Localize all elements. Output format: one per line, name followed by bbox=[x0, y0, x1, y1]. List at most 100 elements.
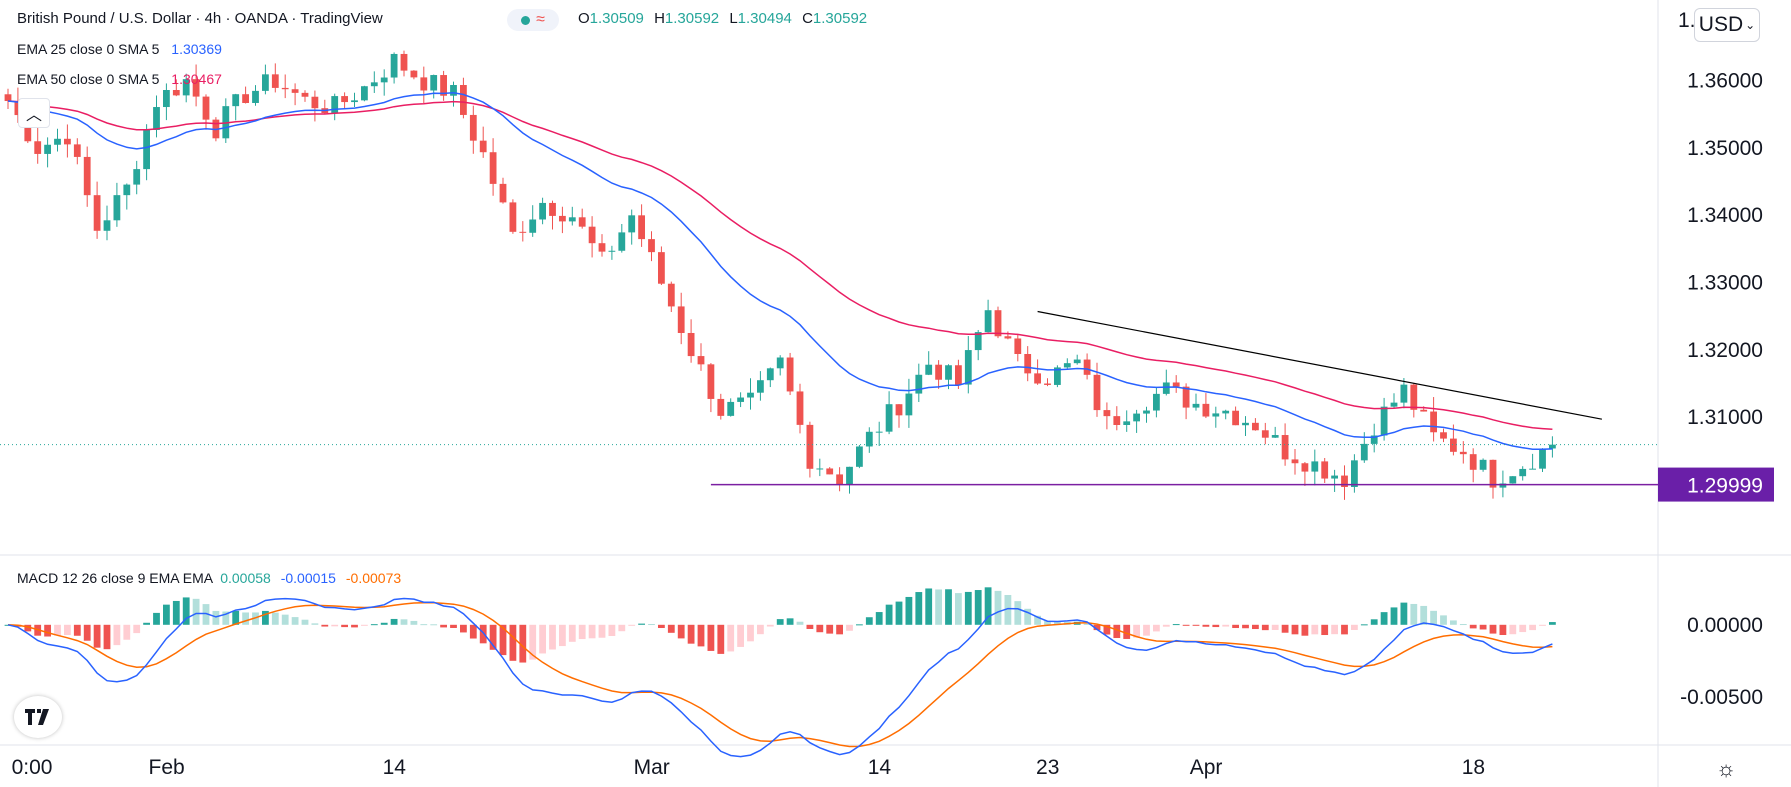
candle-body[interactable] bbox=[697, 356, 705, 365]
candle-body[interactable] bbox=[1232, 410, 1239, 426]
candle-body[interactable] bbox=[707, 364, 715, 399]
time-tick-label[interactable]: 14 bbox=[383, 756, 407, 779]
candle-body[interactable] bbox=[1063, 363, 1071, 368]
candle-body[interactable] bbox=[1252, 422, 1259, 431]
candle-body[interactable] bbox=[1143, 410, 1150, 414]
candle-body[interactable] bbox=[1529, 468, 1536, 470]
candle-body[interactable] bbox=[529, 219, 537, 233]
candle-body[interactable] bbox=[539, 202, 546, 220]
candle-body[interactable] bbox=[1054, 367, 1061, 385]
candle-body[interactable] bbox=[1539, 448, 1546, 469]
candle-body[interactable] bbox=[806, 424, 814, 469]
candle-body[interactable] bbox=[717, 398, 725, 416]
candle-body[interactable] bbox=[895, 404, 903, 416]
candle-body[interactable] bbox=[885, 404, 893, 432]
candle-body[interactable] bbox=[667, 283, 675, 307]
candle-body[interactable] bbox=[687, 332, 695, 357]
candle-body[interactable] bbox=[509, 202, 517, 232]
candle-body[interactable] bbox=[73, 144, 81, 157]
candle-body[interactable] bbox=[450, 85, 457, 96]
candle-body[interactable] bbox=[361, 86, 368, 101]
price-tick-label[interactable]: 1.34000 bbox=[1687, 204, 1763, 227]
candle-body[interactable] bbox=[519, 231, 527, 233]
candle-body[interactable] bbox=[1549, 444, 1556, 449]
candle-body[interactable] bbox=[93, 195, 101, 231]
candle-body[interactable] bbox=[1400, 384, 1408, 403]
candle-body[interactable] bbox=[984, 310, 992, 333]
candle-body[interactable] bbox=[291, 89, 299, 93]
candle-body[interactable] bbox=[955, 365, 962, 385]
indicator-toggle[interactable]: ≈ bbox=[507, 9, 559, 31]
price-tick-label[interactable]: 1.31000 bbox=[1687, 406, 1763, 429]
candle-body[interactable] bbox=[400, 53, 408, 71]
macd-legend[interactable]: MACD 12 26 close 9 EMA EMA 0.00058 -0.00… bbox=[17, 570, 401, 586]
candle-body[interactable] bbox=[1222, 410, 1230, 414]
candle-body[interactable] bbox=[776, 357, 784, 369]
candle-body[interactable] bbox=[648, 239, 655, 253]
candle-body[interactable] bbox=[588, 226, 596, 244]
candle-body[interactable] bbox=[370, 82, 378, 87]
candle-body[interactable] bbox=[568, 217, 576, 222]
candle-body[interactable] bbox=[945, 365, 952, 380]
candle-body[interactable] bbox=[559, 215, 566, 222]
candle-body[interactable] bbox=[44, 144, 51, 154]
candle-body[interactable] bbox=[232, 94, 240, 107]
candle-body[interactable] bbox=[262, 74, 269, 91]
candle-body[interactable] bbox=[1509, 476, 1517, 484]
candle-body[interactable] bbox=[460, 85, 467, 115]
candle-body[interactable] bbox=[34, 141, 42, 154]
candle-body[interactable] bbox=[4, 94, 12, 102]
candle-body[interactable] bbox=[1450, 438, 1457, 452]
candle-body[interactable] bbox=[1351, 460, 1358, 487]
candle-body[interactable] bbox=[658, 252, 665, 284]
macd-tick-label[interactable]: -0.00500 bbox=[1680, 686, 1763, 709]
time-axis[interactable]: 0:00 Feb 14 Mar 14 23 Apr 18 bbox=[12, 756, 1486, 779]
candle-body[interactable] bbox=[875, 431, 883, 433]
candle-body[interactable] bbox=[796, 391, 804, 425]
candle-body[interactable] bbox=[1153, 393, 1160, 411]
candle-body[interactable] bbox=[242, 94, 249, 103]
candle-body[interactable] bbox=[479, 140, 487, 153]
support-price-badge[interactable] bbox=[1658, 467, 1774, 502]
candle-body[interactable] bbox=[727, 401, 735, 416]
candle-body[interactable] bbox=[905, 393, 913, 416]
candle-body[interactable] bbox=[64, 138, 71, 145]
candle-body[interactable] bbox=[133, 169, 141, 185]
macd-line[interactable] bbox=[7, 597, 1553, 758]
candle-body[interactable] bbox=[380, 77, 388, 83]
candle-body[interactable] bbox=[1321, 461, 1329, 479]
candle-body[interactable] bbox=[1172, 382, 1180, 387]
candle-body[interactable] bbox=[1420, 409, 1428, 412]
candle-body[interactable] bbox=[341, 96, 348, 103]
candle-body[interactable] bbox=[1370, 435, 1378, 444]
candle-body[interactable] bbox=[252, 90, 259, 103]
candle-body[interactable] bbox=[618, 232, 626, 251]
candle-body[interactable] bbox=[1014, 338, 1022, 354]
candle-body[interactable] bbox=[1360, 443, 1368, 461]
time-tick-label[interactable]: 23 bbox=[1036, 756, 1059, 779]
candle-body[interactable] bbox=[786, 357, 794, 392]
candle-body[interactable] bbox=[1291, 459, 1299, 464]
candle-body[interactable] bbox=[766, 368, 774, 381]
ema25-line[interactable] bbox=[7, 92, 1553, 451]
candle-body[interactable] bbox=[757, 380, 764, 393]
candle-body[interactable] bbox=[1261, 430, 1269, 438]
candle-body[interactable] bbox=[925, 364, 933, 375]
macd-tick-label[interactable]: 0.00000 bbox=[1687, 614, 1763, 637]
candle-body[interactable] bbox=[1034, 373, 1041, 384]
tradingview-logo[interactable] bbox=[14, 696, 62, 738]
price-pane[interactable] bbox=[0, 50, 1658, 500]
candle-body[interactable] bbox=[281, 87, 289, 90]
candle-body[interactable] bbox=[1469, 454, 1477, 470]
candle-body[interactable] bbox=[974, 332, 982, 351]
candle-body[interactable] bbox=[1192, 403, 1200, 408]
candle-body[interactable] bbox=[103, 220, 111, 231]
candle-body[interactable] bbox=[1202, 403, 1210, 417]
settings-gear-icon[interactable]: ☼ bbox=[1716, 756, 1737, 781]
price-tick-label[interactable]: 1.33000 bbox=[1687, 272, 1763, 295]
ema50-line[interactable] bbox=[7, 100, 1553, 431]
candle-body[interactable] bbox=[1519, 468, 1527, 477]
candle-body[interactable] bbox=[1390, 402, 1398, 407]
currency-button[interactable]: USD ⌄ bbox=[1694, 8, 1760, 42]
